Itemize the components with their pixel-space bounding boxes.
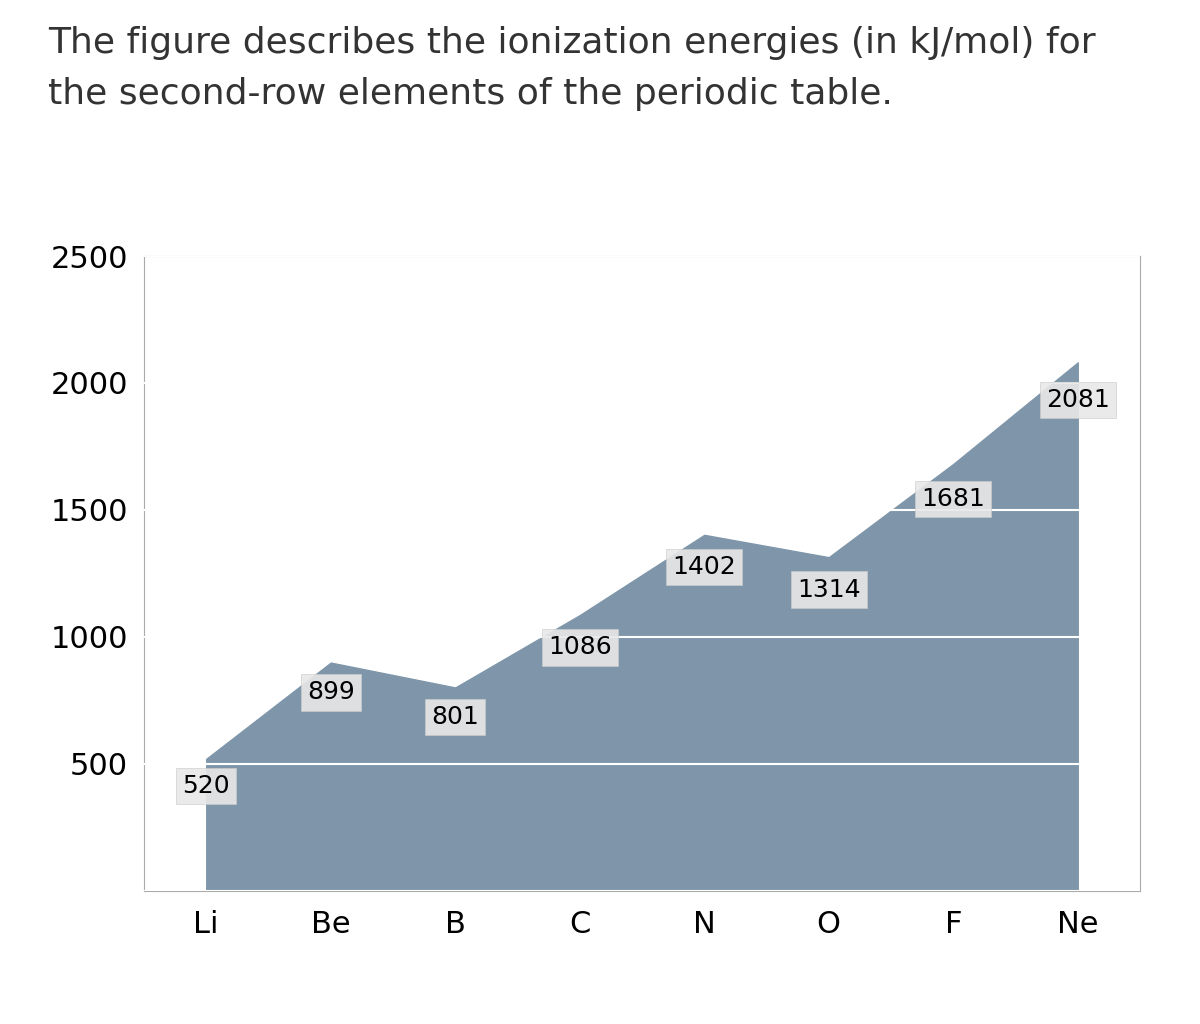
Text: the second-row elements of the periodic table.: the second-row elements of the periodic …	[48, 77, 893, 111]
Text: The figure describes the ionization energies (in kJ/mol) for: The figure describes the ionization ener…	[48, 26, 1096, 59]
Text: 520: 520	[182, 774, 230, 798]
Text: 1086: 1086	[548, 636, 612, 659]
Text: 1314: 1314	[797, 578, 860, 601]
Text: 1402: 1402	[672, 555, 736, 580]
Text: 1681: 1681	[922, 486, 985, 511]
Text: 2081: 2081	[1046, 388, 1110, 412]
Text: 899: 899	[307, 680, 355, 705]
Text: 801: 801	[431, 706, 479, 729]
